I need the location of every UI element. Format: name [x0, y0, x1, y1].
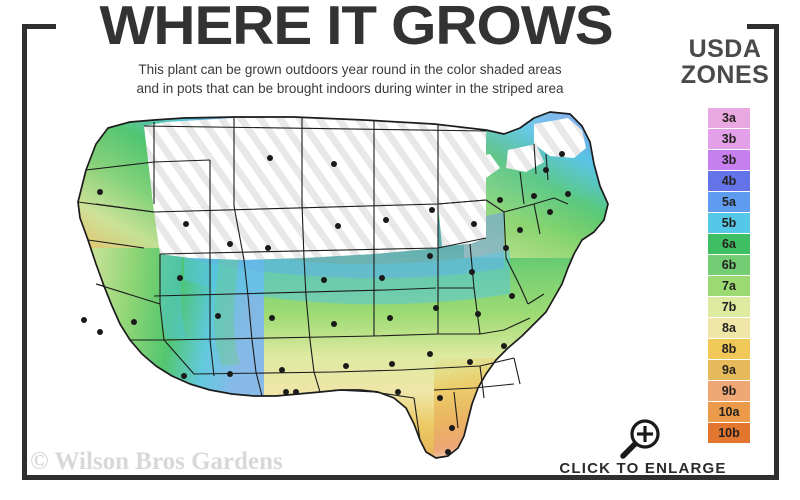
legend-swatch-9a-12[interactable]: 9a	[708, 360, 750, 381]
legend-heading-line-1: USDA	[688, 35, 762, 63]
usda-zone-legend: 3a 3b 3b 4b 5a 5b 6a 6b 7a 7b 8a 8b 9a 9b 10a 10b	[708, 108, 750, 444]
frame-bottom-edge	[22, 475, 779, 480]
legend-swatch-3b-2[interactable]: 3b	[708, 150, 750, 171]
legend-heading-line-2: ZONES	[680, 61, 770, 89]
usda-hardiness-map[interactable]	[34, 108, 662, 464]
legend-swatch-8a-10[interactable]: 8a	[708, 318, 750, 339]
legend-swatch-3a-0[interactable]: 3a	[708, 108, 750, 129]
us-outline	[77, 111, 609, 459]
legend-swatch-8b-11[interactable]: 8b	[708, 339, 750, 360]
magnifier-plus-icon[interactable]	[618, 418, 664, 460]
subtitle-line-2: and in pots that can be brought indoors …	[136, 81, 564, 96]
legend-swatch-10b-15[interactable]: 10b	[708, 423, 750, 444]
legend-swatch-3b-1[interactable]: 3b	[708, 129, 750, 150]
striped-indoor-region	[144, 118, 586, 260]
frame-left-edge	[22, 24, 27, 480]
map-svg	[77, 111, 609, 459]
legend-swatch-7b-9[interactable]: 7b	[708, 297, 750, 318]
legend-swatch-9b-13[interactable]: 9b	[708, 381, 750, 402]
legend-swatch-7a-8[interactable]: 7a	[708, 276, 750, 297]
city-dots	[81, 151, 571, 455]
legend-swatch-5b-5[interactable]: 5b	[708, 213, 750, 234]
subtitle: This plant can be grown outdoors year ro…	[40, 60, 660, 98]
legend-swatch-5a-4[interactable]: 5a	[708, 192, 750, 213]
frame-top-left-stub	[22, 24, 56, 29]
legend-swatch-6b-7[interactable]: 6b	[708, 255, 750, 276]
page-title: WHERE IT GROWS	[99, 0, 613, 56]
frame-right-edge	[774, 24, 779, 480]
legend-swatch-10a-14[interactable]: 10a	[708, 402, 750, 423]
subtitle-line-1: This plant can be grown outdoors year ro…	[138, 62, 562, 77]
legend-swatch-6a-6[interactable]: 6a	[708, 234, 750, 255]
frame-top-right-stub	[747, 24, 779, 29]
legend-heading: USDA ZONES	[660, 36, 790, 88]
legend-swatch-4b-3[interactable]: 4b	[708, 171, 750, 192]
click-to-enlarge-label[interactable]: CLICK TO ENLARGE	[559, 460, 727, 477]
watermark: © Wilson Bros Gardens	[30, 448, 283, 475]
